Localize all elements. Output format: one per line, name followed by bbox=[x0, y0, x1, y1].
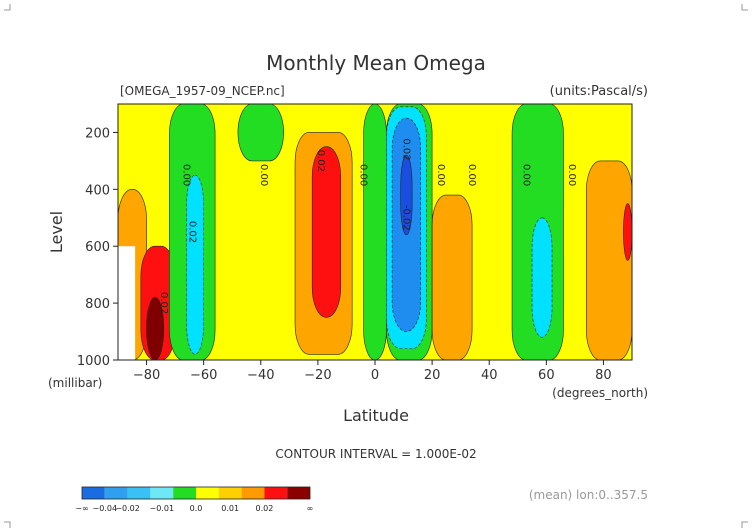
x-axis: −80 −60 −40 −20 0 20 40 60 80 bbox=[133, 360, 612, 383]
colorbar-label: 0.0 bbox=[190, 504, 203, 513]
y-tick-label: 1000 bbox=[77, 354, 110, 369]
colorbar-swatch bbox=[196, 487, 219, 499]
x-axis-units: (degrees_north) bbox=[552, 386, 648, 400]
contour-label: 0.00 bbox=[435, 164, 446, 186]
colorbar-swatch bbox=[150, 487, 174, 499]
colorbar-label: 0.02 bbox=[255, 504, 273, 513]
contour-region-17 bbox=[623, 203, 633, 261]
x-tick-label: 20 bbox=[424, 368, 441, 383]
contour-label: 0.02 bbox=[315, 150, 326, 172]
colorbar-swatch bbox=[104, 487, 128, 499]
colorbar-swatch bbox=[287, 487, 310, 499]
contour-label: 0.00 bbox=[466, 164, 477, 186]
contour-label: 0.02 bbox=[401, 138, 412, 160]
colorbar-swatch bbox=[264, 487, 288, 499]
colorbar-swatch bbox=[173, 487, 196, 499]
contour-region-13 bbox=[431, 194, 473, 361]
contour-label: 0.00 bbox=[258, 164, 269, 186]
x-tick-label: 0 bbox=[371, 368, 379, 383]
x-tick-label: 80 bbox=[595, 368, 612, 383]
x-tick-label: −20 bbox=[304, 368, 331, 383]
y-axis-label: Level bbox=[47, 211, 66, 253]
colorbar-label: 0.01 bbox=[221, 504, 239, 513]
missing-data-region bbox=[118, 246, 136, 360]
y-tick-label: 600 bbox=[85, 240, 110, 255]
contour-region-5 bbox=[237, 103, 284, 162]
contour-region-15 bbox=[531, 217, 553, 338]
colorbar-swatch bbox=[82, 487, 105, 499]
contour-label: 0.00 bbox=[358, 164, 369, 186]
x-tick-label: −60 bbox=[190, 368, 217, 383]
contour-region-7 bbox=[311, 146, 342, 318]
contour-label: 0.02 bbox=[158, 292, 169, 314]
x-tick-label: 60 bbox=[538, 368, 555, 383]
chart-subtitle-right: (units:Pascal/s) bbox=[550, 84, 648, 99]
plot-area: 0.00 0.00 0.02 0.00 0.02 0.00 -0.02 0.00 0.00 0.0… bbox=[117, 103, 633, 361]
x-axis-label: Latitude bbox=[343, 406, 409, 425]
colorbar: −∞ −0.04−0.02 −0.01 0.0 0.01 0.02 ∞ bbox=[75, 486, 314, 513]
colorbar-label: −∞ bbox=[75, 504, 88, 513]
colorbar-label: ∞ bbox=[307, 504, 314, 513]
colorbar-frame bbox=[81, 486, 311, 500]
colorbar-swatch bbox=[218, 487, 242, 499]
y-tick-label: 800 bbox=[85, 297, 110, 312]
contour-region-4 bbox=[186, 174, 204, 355]
contour-label: 0.00 bbox=[520, 164, 531, 186]
corner-marks bbox=[4, 4, 748, 528]
y-tick-label: 200 bbox=[85, 126, 110, 141]
colorbar-label: −0.04 bbox=[93, 504, 118, 513]
contour-region-16 bbox=[586, 160, 633, 361]
contour-label: 0.02 bbox=[186, 221, 197, 243]
chart-subtitle-left: [OMEGA_1957-09_NCEP.nc] bbox=[120, 84, 285, 98]
colorbar-label: −0.02 bbox=[115, 504, 140, 513]
chart-title: Monthly Mean Omega bbox=[266, 51, 486, 75]
x-tick-label: 40 bbox=[481, 368, 498, 383]
contour-region-12 bbox=[400, 154, 413, 236]
contour-label: -0.02 bbox=[401, 205, 412, 231]
y-axis-units: (millibar) bbox=[48, 376, 102, 390]
contour-region-8 bbox=[363, 103, 387, 361]
x-tick-label: −40 bbox=[247, 368, 274, 383]
x-tick-label: −80 bbox=[133, 368, 160, 383]
y-tick-label: 400 bbox=[85, 183, 110, 198]
contour-label: 0.00 bbox=[181, 164, 192, 186]
contour-label: 0.00 bbox=[566, 164, 577, 186]
colorbar-swatch bbox=[127, 487, 151, 499]
footer-text: (mean) lon:0..357.5 bbox=[529, 488, 648, 502]
contour-interval-text: CONTOUR INTERVAL = 1.000E-02 bbox=[275, 447, 476, 461]
colorbar-label: −0.01 bbox=[150, 504, 175, 513]
colorbar-swatch bbox=[241, 487, 265, 499]
y-axis: 200 400 600 800 1000 bbox=[77, 126, 118, 369]
